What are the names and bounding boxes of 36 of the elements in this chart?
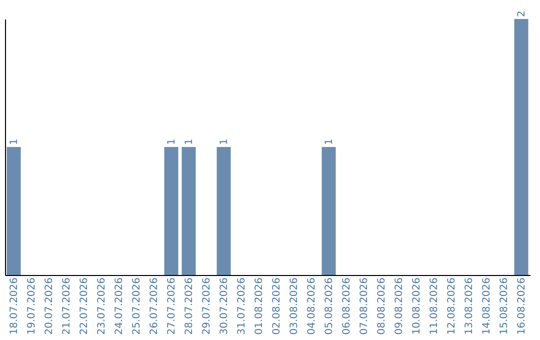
x-tick-label: 13.08.2026	[464, 278, 475, 335]
x-tick-label: 12.08.2026	[446, 278, 458, 335]
x-tick-label: 03.08.2026	[288, 278, 300, 335]
data-label: 1	[324, 138, 335, 145]
x-tick-label: 26.07.2026	[148, 278, 160, 335]
x-tick-label: 25.07.2026	[131, 278, 142, 335]
x-tick-label: 10.08.2026	[411, 278, 422, 335]
x-tick-label: 27.07.2026	[166, 278, 178, 335]
x-tick-label: 07.08.2026	[358, 278, 370, 335]
x-tick-label: 08.08.2026	[376, 278, 388, 335]
x-tick-label: 22.07.2026	[78, 278, 90, 335]
data-label: 1	[218, 138, 230, 145]
x-tick-label: 20.07.2026	[44, 278, 55, 335]
x-tick-label: 29.07.2026	[201, 278, 212, 335]
x-tick-label: 30.07.2026	[218, 278, 230, 335]
data-label: 1	[184, 138, 195, 145]
x-tick-label: 14.08.2026	[481, 278, 492, 335]
x-tick-label: 06.08.2026	[341, 278, 352, 335]
x-tick-label: 02.08.2026	[271, 278, 282, 335]
x-tick-label: 19.07.2026	[26, 278, 38, 335]
x-tick-label: 24.07.2026	[114, 278, 125, 335]
x-tick-label: 04.08.2026	[306, 278, 318, 335]
x-tick-label: 28.07.2026	[184, 278, 195, 335]
x-tick-label: 01.08.2026	[254, 278, 265, 335]
x-tick-label: 21.07.2026	[61, 278, 72, 335]
x-tick-label: 31.07.2026	[236, 278, 248, 335]
x-tick-label: 15.08.2026	[498, 278, 510, 335]
x-tick-label: 09.08.2026	[394, 278, 405, 335]
x-tick-label: 18.07.2026	[8, 278, 20, 335]
x-tick-label: 05.08.2026	[324, 278, 335, 335]
data-label: 2	[516, 10, 528, 17]
data-label: 1	[8, 138, 20, 145]
x-tick-label: 23.07.2026	[96, 278, 108, 335]
x-tick-label: 16.08.2026	[516, 278, 528, 335]
x-tick-label: 11.08.2026	[428, 278, 440, 335]
data-label: 1	[166, 138, 178, 145]
